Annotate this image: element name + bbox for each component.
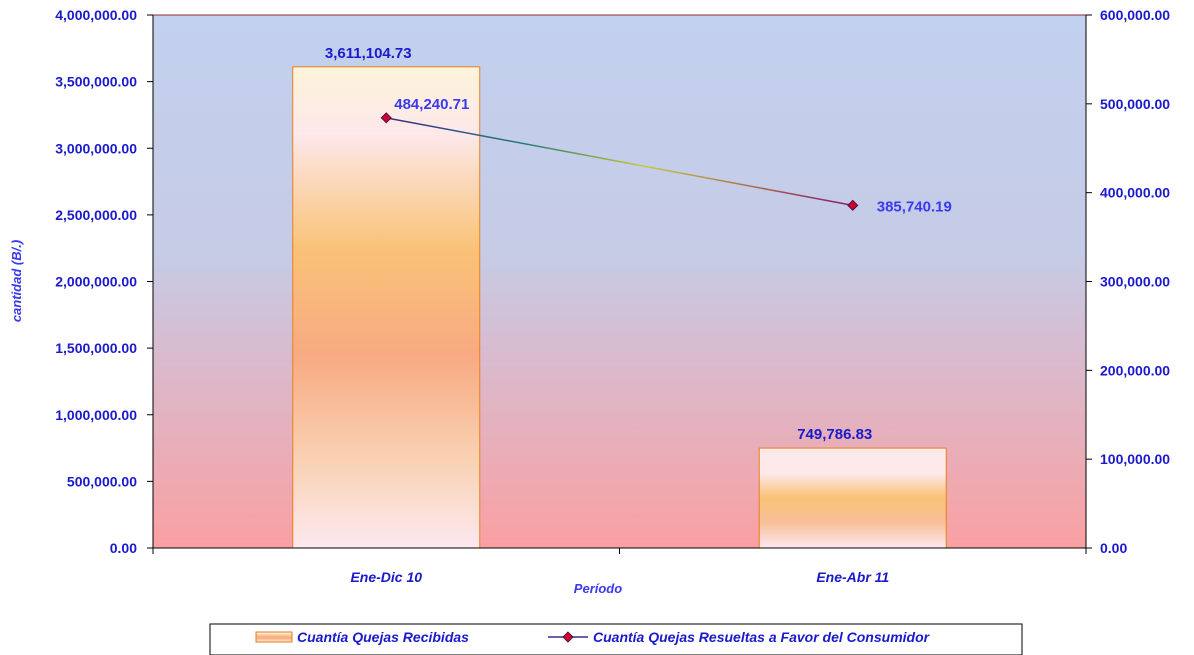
category-label: Ene-Abr 11 xyxy=(816,569,889,585)
right-tick-label: 0.00 xyxy=(1100,540,1127,556)
left-tick-label: 1,500,000.00 xyxy=(55,340,137,356)
right-tick-label: 400,000.00 xyxy=(1100,185,1170,201)
bar xyxy=(293,67,480,548)
left-tick-label: 2,000,000.00 xyxy=(55,274,137,290)
line-data-label: 484,240.71 xyxy=(394,96,469,113)
x-axis-label: Período xyxy=(574,581,622,596)
left-tick-label: 3,000,000.00 xyxy=(55,140,137,156)
right-tick-label: 300,000.00 xyxy=(1100,274,1170,290)
left-tick-label: 4,000,000.00 xyxy=(55,7,137,23)
left-tick-label: 500,000.00 xyxy=(67,473,137,489)
left-tick-label: 2,500,000.00 xyxy=(55,207,137,223)
line-data-label: 385,740.19 xyxy=(877,198,952,215)
right-tick-label: 500,000.00 xyxy=(1100,96,1170,112)
legend-bar-swatch xyxy=(256,632,292,642)
bar xyxy=(759,448,946,548)
right-tick-label: 100,000.00 xyxy=(1100,451,1170,467)
legend-line-label: Cuantía Quejas Resueltas a Favor del Con… xyxy=(593,629,931,645)
left-tick-label: 3,500,000.00 xyxy=(55,74,137,90)
right-tick-label: 600,000.00 xyxy=(1100,7,1170,23)
y-axis-label: cantidad (B/.) xyxy=(9,240,24,322)
bar-data-label: 749,786.83 xyxy=(797,426,872,443)
bar-data-label: 3,611,104.73 xyxy=(325,45,412,62)
left-tick-label: 0.00 xyxy=(110,540,137,556)
legend-bar-label: Cuantía Quejas Recibidas xyxy=(297,629,469,645)
category-label: Ene-Dic 10 xyxy=(350,569,422,585)
right-tick-label: 200,000.00 xyxy=(1100,362,1170,378)
left-tick-label: 1,000,000.00 xyxy=(55,407,137,423)
